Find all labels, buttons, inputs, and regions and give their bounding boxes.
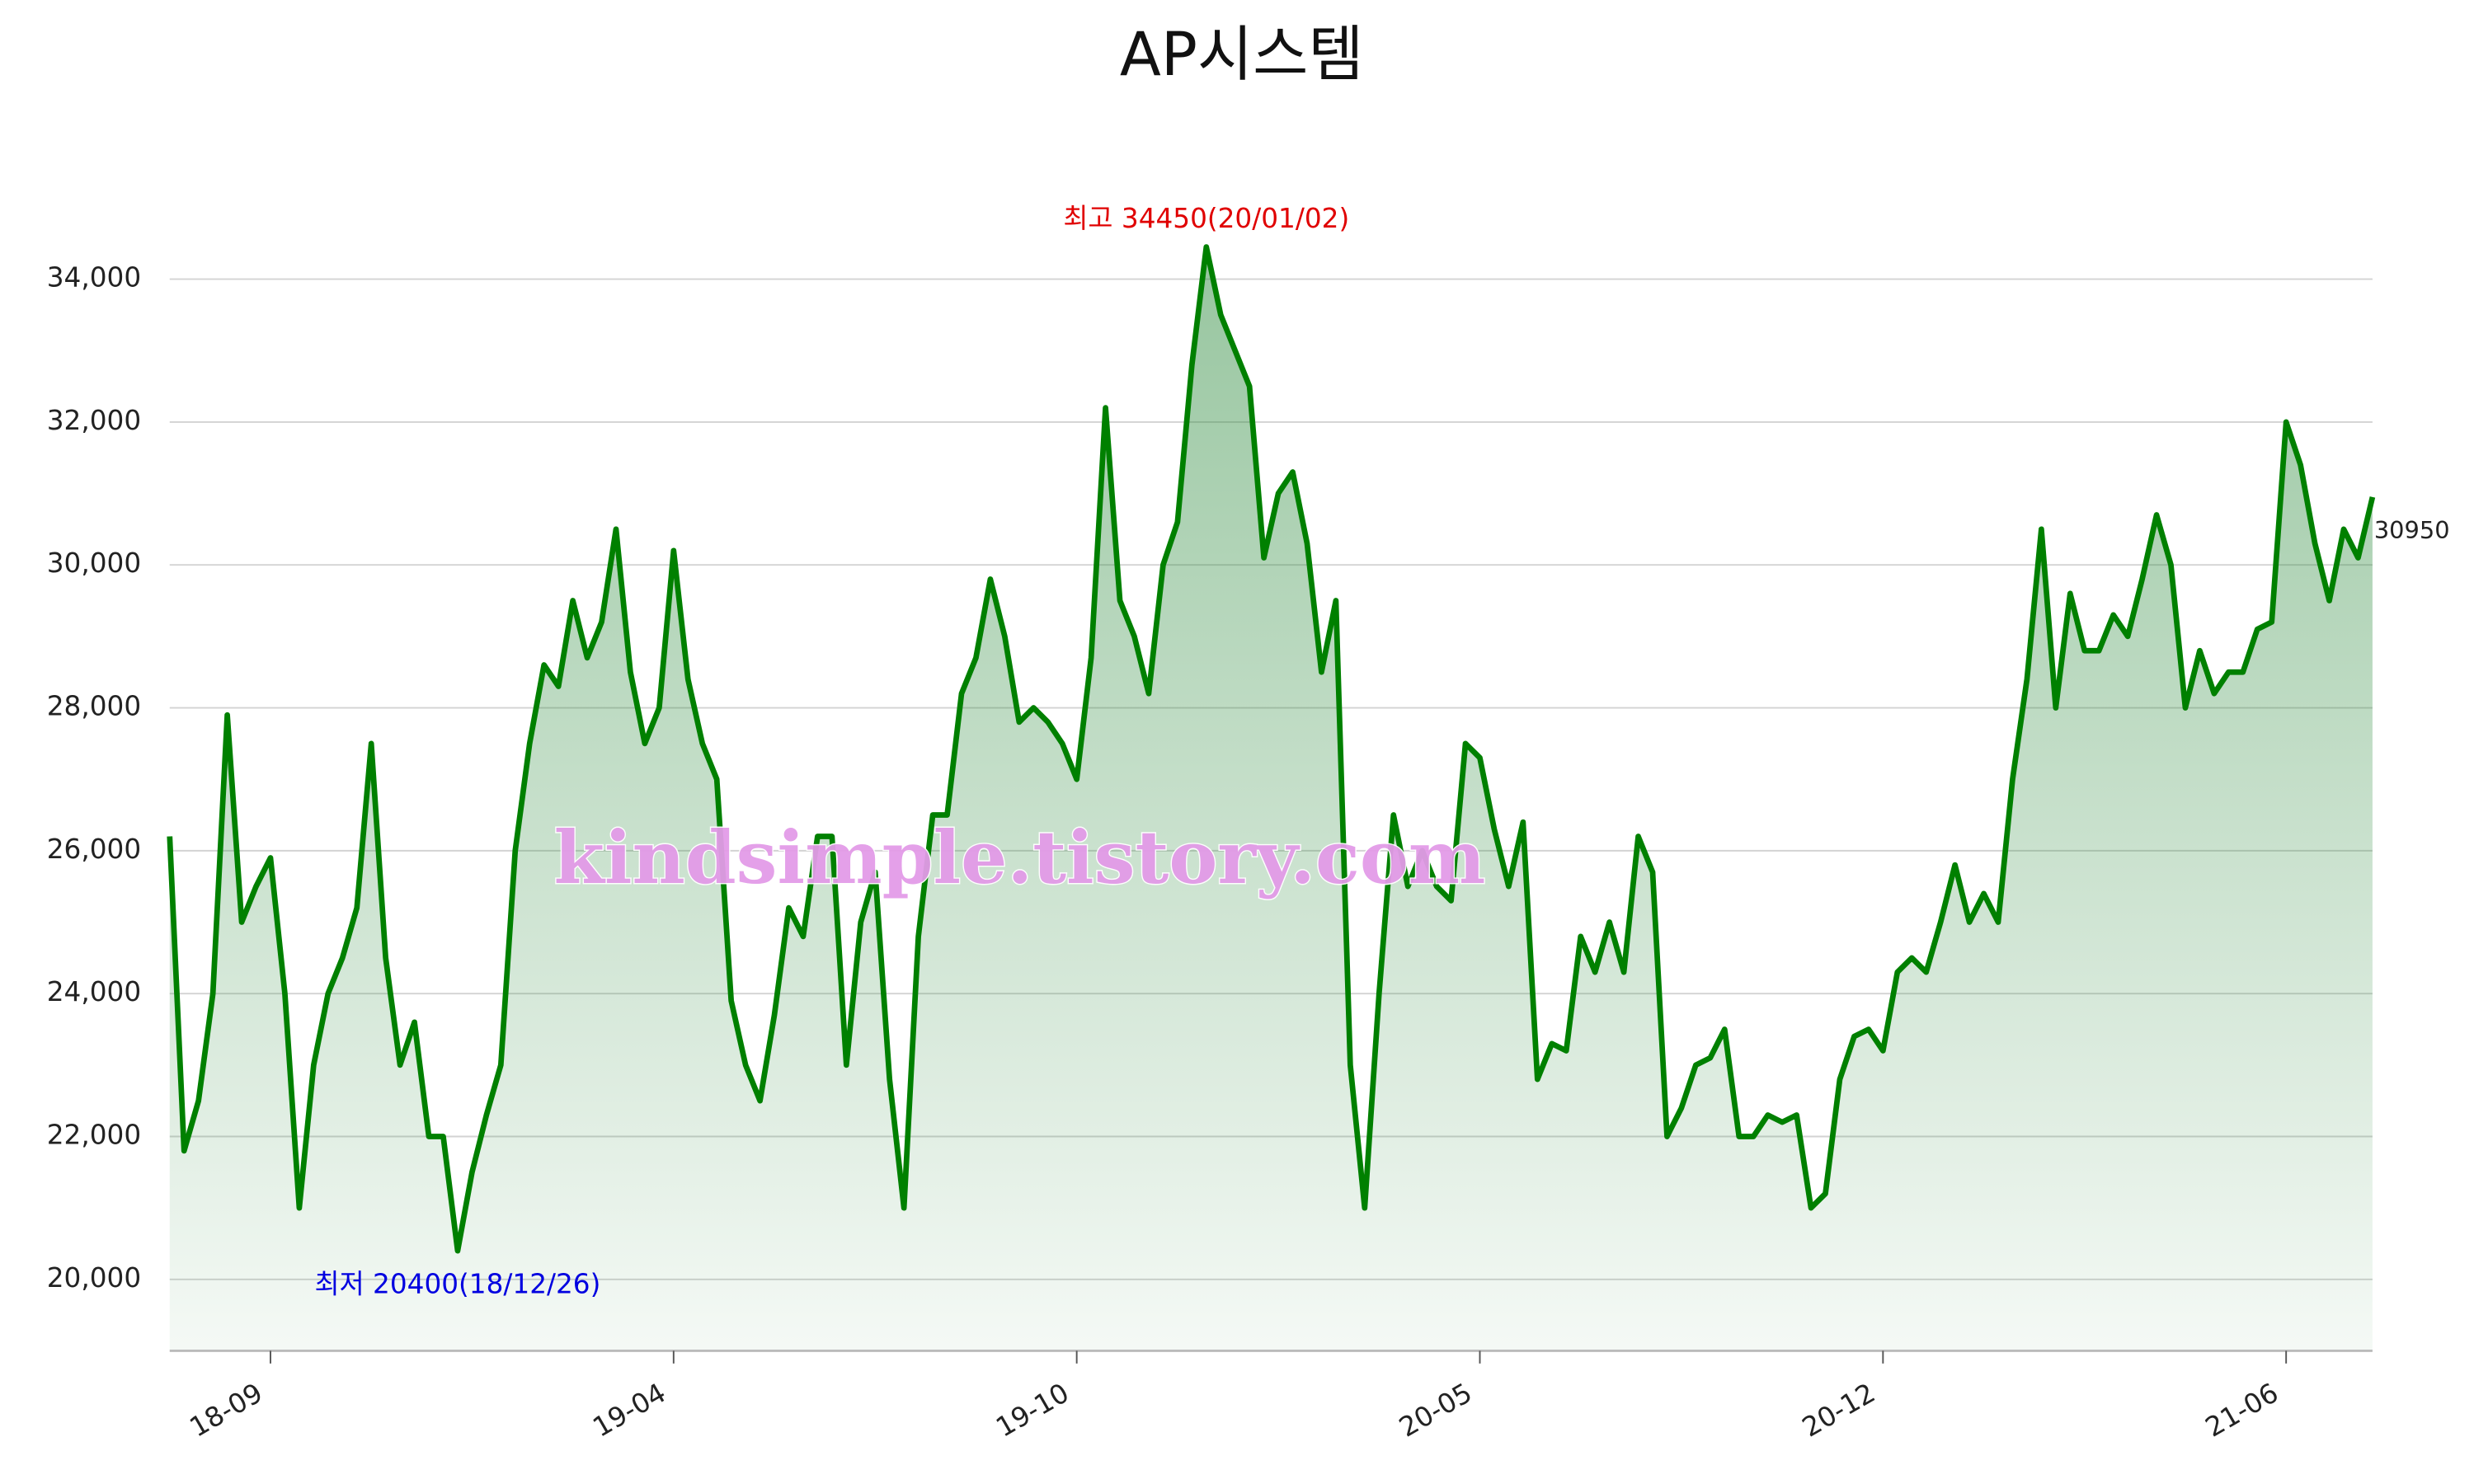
end-value-label: 30950 xyxy=(2374,516,2450,544)
y-tick-label: 22,000 xyxy=(47,1119,141,1150)
x-tick-label: 18-09 xyxy=(185,1377,268,1443)
chart-title: AP시스템 xyxy=(1120,20,1364,90)
max-annotation: 최고 34450(20/01/02) xyxy=(1063,203,1349,234)
y-tick-label: 26,000 xyxy=(47,834,141,865)
x-tick-label: 19-04 xyxy=(588,1377,671,1443)
min-annotation: 최저 20400(18/12/26) xyxy=(315,1268,601,1299)
y-tick-label: 30,000 xyxy=(47,547,141,579)
line xyxy=(167,244,2376,1254)
area xyxy=(169,247,2373,1351)
x-tick-label: 20-05 xyxy=(1394,1377,1477,1443)
x-tick-label: 21-06 xyxy=(2200,1377,2284,1443)
y-tick-label: 32,000 xyxy=(47,405,141,436)
y-tick-label: 24,000 xyxy=(47,976,141,1007)
y-tick-label: 28,000 xyxy=(47,691,141,722)
watermark: kindsimple.tistory.com xyxy=(554,815,1486,900)
y-tick-label: 34,000 xyxy=(47,262,141,294)
x-tick-label: 20-12 xyxy=(1797,1377,1880,1443)
x-tick-label: 19-10 xyxy=(990,1377,1074,1443)
y-tick-label: 20,000 xyxy=(47,1262,141,1294)
